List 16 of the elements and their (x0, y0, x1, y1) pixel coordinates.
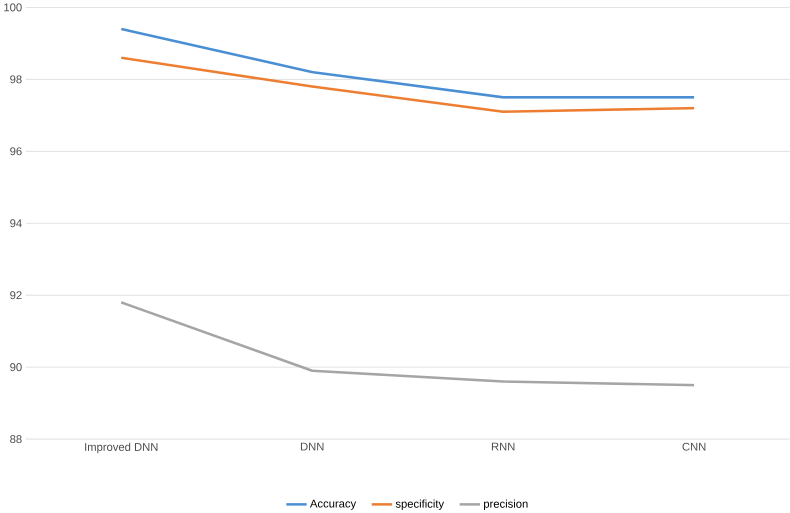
legend-label: precision (484, 499, 528, 510)
y-tick-label: 96 (10, 147, 22, 156)
x-tick-label: DNN (300, 442, 324, 450)
line-series (120, 56, 696, 113)
y-tick-label: 92 (10, 291, 22, 300)
x-tick-label: Improved DNN (85, 442, 158, 454)
x-tick-label: RNN (492, 442, 514, 450)
y-tick-label: 88 (10, 435, 22, 443)
y-tick-label: 94 (10, 219, 22, 228)
x-tick-label: CNN (682, 442, 706, 451)
legend-label: specificity (396, 499, 444, 510)
y-tick-label: 100 (4, 3, 22, 12)
line-series (120, 300, 696, 386)
y-tick-label: 90 (10, 363, 22, 371)
y-tick-label: 98 (10, 75, 22, 84)
legend-label: Accuracy (310, 500, 356, 510)
